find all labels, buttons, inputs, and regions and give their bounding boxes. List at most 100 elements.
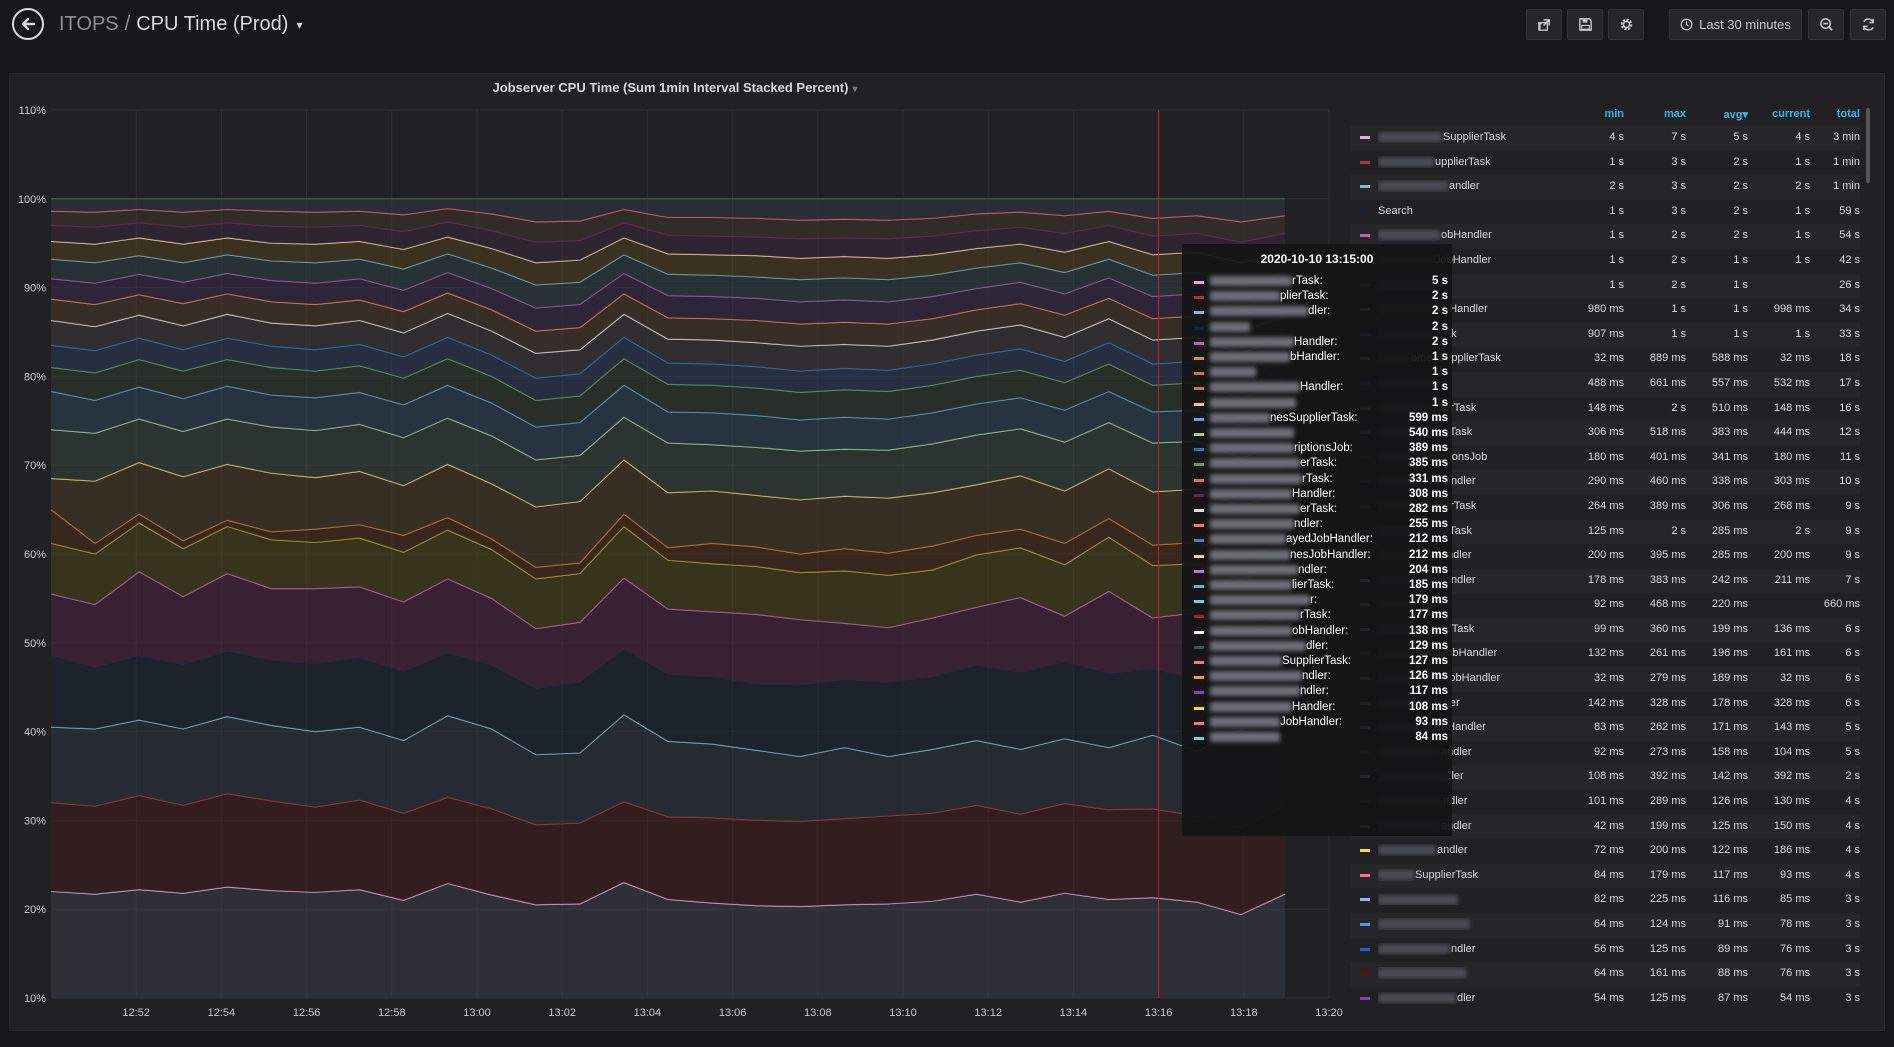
legend-total-value: 4 s [1845, 819, 1860, 832]
tooltip-row: nesJobHandler: 212 ms [1194, 548, 1448, 566]
legend-swatch[interactable] [1360, 185, 1370, 189]
y-tick-label: 30% [24, 815, 46, 827]
series-area [51, 337, 1285, 401]
legend-series-name[interactable] [1378, 893, 1578, 905]
legend-total-value: 6 s [1845, 647, 1860, 660]
y-tick-label: 80% [24, 371, 46, 383]
tooltip-swatch [1194, 706, 1204, 710]
tooltip-row: 2 s [1194, 320, 1448, 338]
legend-swatch[interactable] [1360, 947, 1370, 951]
legend-scrollbar[interactable] [1866, 108, 1870, 183]
legend-max-value: 3 s [1671, 180, 1686, 193]
tooltip-value: 84 ms [1415, 731, 1448, 743]
legend-series-name[interactable]: upplierTask [1378, 156, 1578, 168]
y-tick-label: 90% [24, 283, 46, 295]
caret-down-icon[interactable]: ▾ [296, 17, 303, 32]
legend-min-value: 72 ms [1594, 844, 1624, 857]
legend-row[interactable]: ndler 56 ms 125 ms 89 ms 76 ms 3 s [1350, 938, 1860, 963]
legend-row[interactable]: Search 1 s 3 s 2 s 1 s 59 s [1350, 200, 1860, 225]
legend-max-value: 392 ms [1649, 770, 1686, 783]
settings-button[interactable] [1608, 9, 1644, 40]
legend-swatch[interactable] [1360, 996, 1370, 1000]
legend-row[interactable]: 82 ms 225 ms 116 ms 85 ms 3 s [1350, 888, 1860, 913]
legend-swatch[interactable] [1360, 849, 1370, 853]
time-range-picker[interactable]: Last 30 minutes [1669, 9, 1802, 40]
legend-total-value: 3 s [1845, 991, 1860, 1004]
tooltip-value: 138 ms [1408, 624, 1448, 637]
breadcrumb[interactable]: ITOPS / CPU Time (Prod) ▾ [59, 13, 303, 36]
legend-row[interactable]: andler 72 ms 200 ms 122 ms 186 ms 4 s [1350, 839, 1860, 864]
legend-swatch[interactable] [1360, 923, 1370, 926]
legend-row[interactable]: SupplierTask 4 s 7 s 5 s 4 s 3 min [1350, 126, 1860, 151]
legend-swatch[interactable] [1360, 873, 1370, 877]
legend-series-name[interactable]: obHandler [1378, 229, 1578, 241]
legend-current-value: 268 ms [1773, 499, 1810, 512]
zoom-out-button[interactable] [1808, 9, 1844, 40]
legend-swatch[interactable] [1360, 898, 1370, 902]
tooltip-series-name: Handler: [1210, 488, 1335, 500]
tooltip-row: bHandler: 1 s [1194, 350, 1448, 368]
legend-row[interactable]: SupplierTask 84 ms 179 ms 117 ms 93 ms 4 s [1350, 863, 1860, 889]
tooltip-series-name: ndler: [1210, 685, 1329, 697]
legend-row[interactable]: 64 ms 124 ms 91 ms 78 ms 3 s [1350, 913, 1860, 938]
legend-header-avg[interactable]: avg▾ [1723, 109, 1748, 121]
save-button[interactable] [1567, 9, 1603, 40]
legend-min-value: 92 ms [1594, 598, 1624, 611]
redacted-text [1378, 869, 1414, 880]
tooltip-series-name [1210, 731, 1280, 743]
legend-row[interactable]: upplierTask 1 s 3 s 2 s 1 s 1 min [1350, 151, 1860, 176]
legend-series-name[interactable] [1378, 967, 1578, 979]
back-button[interactable] [12, 8, 44, 40]
tooltip-series-name: riptionsJob: [1210, 442, 1353, 454]
legend-current-value: 32 ms [1780, 352, 1810, 365]
legend-series-name[interactable]: dler [1378, 992, 1578, 1004]
legend-min-value: 290 ms [1587, 475, 1624, 488]
legend-min-value: 42 ms [1594, 819, 1624, 832]
legend-row[interactable]: dler 54 ms 125 ms 87 ms 54 ms 3 s [1350, 987, 1860, 1012]
legend-series-name[interactable] [1378, 918, 1578, 930]
legend-series-name[interactable]: andler [1378, 180, 1578, 192]
legend-swatch[interactable] [1360, 209, 1370, 213]
redacted-text [1378, 845, 1436, 856]
share-button[interactable] [1526, 9, 1562, 40]
dashboard-title[interactable]: CPU Time (Prod) [136, 13, 289, 35]
legend-min-value: 1 s [1609, 155, 1624, 168]
redacted-text [1210, 579, 1292, 590]
share-icon [1537, 19, 1550, 31]
legend-row[interactable]: andler 2 s 3 s 2 s 2 s 1 min [1350, 175, 1860, 200]
legend-series-name[interactable]: SupplierTask [1378, 131, 1578, 143]
tooltip-swatch [1194, 615, 1204, 619]
legend-min-value: 980 ms [1587, 303, 1624, 316]
tooltip-series-name: rTask: [1210, 609, 1331, 621]
panel-title[interactable]: Jobserver CPU Time (Sum 1min Interval St… [0, 80, 1350, 95]
redacted-text [1210, 291, 1280, 302]
legend-avg-value: 285 ms [1711, 524, 1748, 537]
caret-down-icon: ▾ [852, 84, 858, 95]
legend-series-name[interactable]: andler [1378, 844, 1578, 856]
refresh-button[interactable] [1850, 9, 1886, 40]
y-tick-label: 60% [24, 549, 46, 561]
legend-total-value: 3 s [1845, 967, 1860, 980]
tooltip-swatch [1194, 661, 1204, 664]
legend-header-current[interactable]: current [1772, 108, 1810, 120]
legend-swatch[interactable] [1360, 972, 1370, 976]
legend-max-value: 7 s [1671, 131, 1686, 143]
tooltip-series-name: SupplierTask: [1210, 655, 1351, 667]
legend-series-name[interactable]: ndler [1378, 943, 1578, 955]
legend-swatch[interactable] [1360, 136, 1370, 139]
legend-header-max[interactable]: max [1663, 108, 1686, 120]
legend-total-value: 660 ms [1823, 598, 1860, 611]
tooltip-swatch [1194, 539, 1204, 543]
legend-max-value: 395 ms [1649, 549, 1686, 562]
tooltip-row: JobHandler: 93 ms [1194, 715, 1448, 733]
legend-header-total[interactable]: total [1836, 108, 1860, 120]
legend-row[interactable]: 64 ms 161 ms 88 ms 76 ms 3 s [1350, 962, 1860, 987]
breadcrumb-folder[interactable]: ITOPS [59, 13, 119, 35]
legend-series-name[interactable]: SupplierTask [1378, 869, 1578, 881]
legend-header-min[interactable]: min [1604, 108, 1624, 120]
series-area [51, 198, 1285, 222]
legend-series-name[interactable]: Search [1378, 204, 1413, 217]
legend-swatch[interactable] [1360, 160, 1370, 164]
legend-swatch[interactable] [1360, 234, 1370, 238]
